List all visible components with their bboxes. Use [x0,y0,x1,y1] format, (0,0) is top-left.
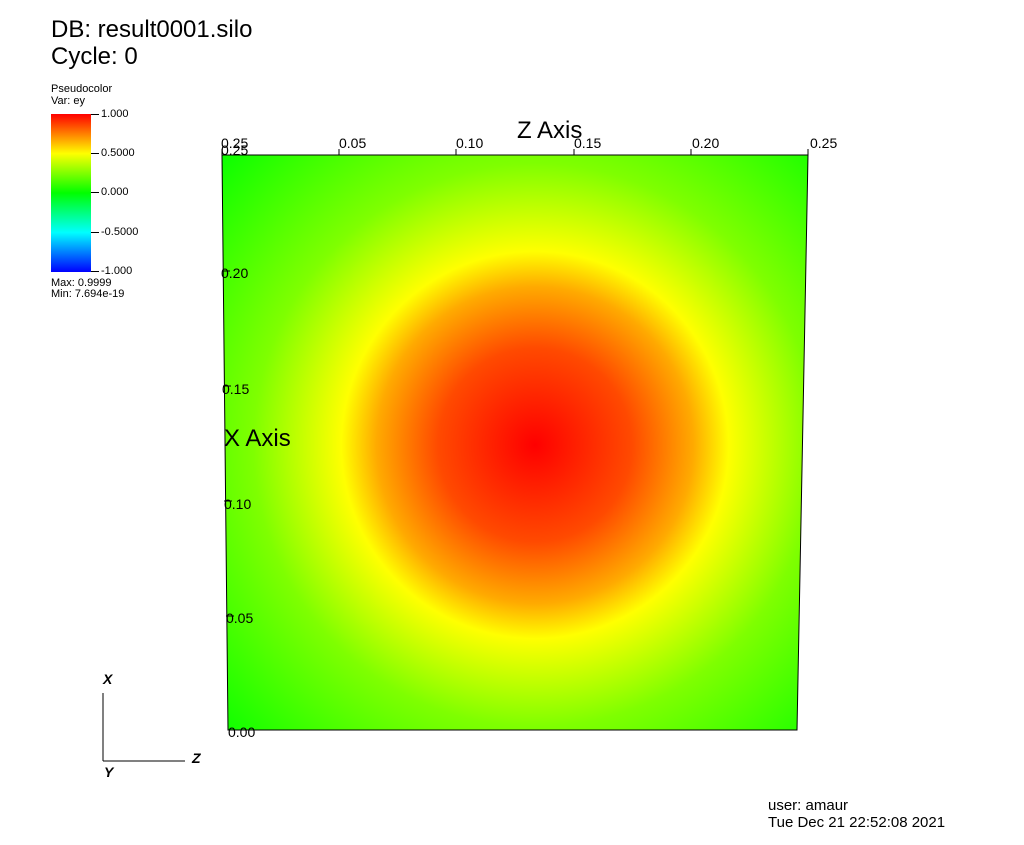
x-tick-label: 0.00 [228,724,256,740]
triad-x-label: X [103,671,113,687]
color-bar-tick [91,271,99,272]
legend-range: Max: 0.9999 Min: 7.694e-19 [51,278,124,300]
timestamp: Tue Dec 21 22:52:08 2021 [768,814,946,831]
color-bar-label: 1.000 [101,108,129,120]
x-tick-label: 0.15 [222,381,250,397]
user-info: user: amaur Tue Dec 21 22:52:08 2021 [768,797,945,831]
color-bar-tick [91,114,99,115]
legend-plot-type: Pseudocolor [51,83,113,95]
triad-z-label: Z [192,750,201,766]
x-axis-title: X Axis [224,425,291,452]
database-info: DB: result0001.silo Cycle: 0 [51,16,252,70]
color-bar [51,114,91,272]
z-tick-label: 0.20 [692,135,720,151]
x-tick-label: 0.20 [221,265,249,281]
z-tick-label: 0.25 [810,135,838,151]
triad-y-label: Y [104,764,114,780]
user-name: user: amaur [768,797,849,814]
corner-tick-label: 0.25 [221,135,249,151]
legend-max: Max: 0.9999 [51,277,112,289]
color-bar-tick [91,232,99,233]
x-tick-label: 0.05 [226,610,254,626]
axis-triad [102,693,185,762]
color-bar-tick [91,192,99,193]
x-tick-label: 0.10 [224,496,252,512]
db-name: DB: result0001.silo [51,16,253,43]
z-axis-title: Z Axis [517,117,583,144]
color-bar-label: -0.5000 [101,226,139,238]
color-bar-label: -1.000 [101,265,133,277]
cycle-number: Cycle: 0 [51,43,138,70]
x-axis-ticks [222,270,236,731]
z-tick-label: 0.15 [574,135,602,151]
field-surface [221,154,809,731]
color-bar-tick [91,153,99,154]
color-bar-label: 0.000 [101,186,129,198]
z-tick-label: 0.10 [456,135,484,151]
legend-min: Min: 7.694e-19 [51,288,125,300]
color-bar-label: 0.5000 [101,147,135,159]
legend-variable: Var: ey [51,95,86,107]
z-tick-label: 0.05 [339,135,367,151]
legend-header: Pseudocolor Var: ey [51,83,112,107]
z-axis-ticks [221,149,809,155]
corner-tick-label: 0.25 [221,142,249,158]
